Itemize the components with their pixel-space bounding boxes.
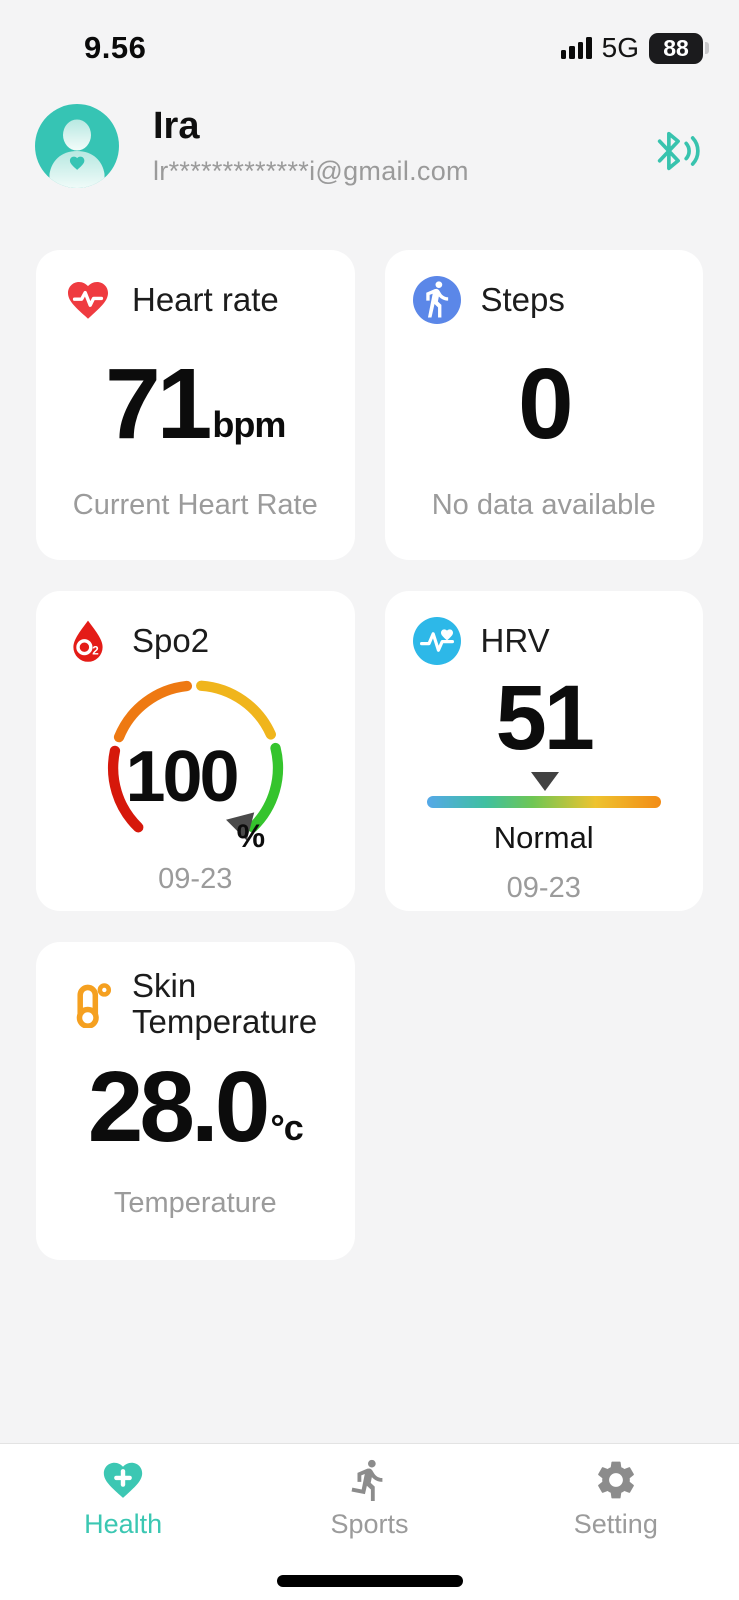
hrv-date: 09-23 — [506, 872, 581, 905]
hrv-value: 51 — [495, 667, 595, 769]
signal-strength-icon — [560, 37, 592, 59]
spo2-icon: 2 — [73, 620, 103, 662]
steps-caption: No data available — [431, 489, 656, 521]
gauge-segment-green — [247, 742, 283, 833]
bluetooth-connected-icon[interactable] — [651, 127, 703, 175]
setting-gear-icon — [597, 1461, 634, 1499]
network-type: 5G — [601, 32, 639, 63]
hrv-icon — [412, 617, 461, 665]
card-title: Skin Temperature — [132, 967, 318, 1041]
tab-setting[interactable]: Setting — [493, 1444, 739, 1600]
steps-value: 0 — [517, 348, 574, 460]
gauge-segment-orange — [113, 680, 192, 743]
spo2-value: 100 — [125, 737, 239, 817]
card-title: HRV — [480, 621, 550, 659]
health-heart-icon — [103, 1462, 143, 1498]
gauge-segment-red — [107, 745, 144, 833]
card-title: Steps — [480, 280, 565, 318]
user-name: Ira — [153, 105, 200, 147]
heart-rate-value: 71 — [105, 348, 212, 460]
steps-card[interactable]: Steps 0 No data available — [384, 250, 703, 560]
hrv-gradient-bar — [426, 796, 661, 809]
sports-runner-icon — [352, 1459, 383, 1502]
status-bar: 9.56 5G 88 — [0, 0, 739, 66]
avatar[interactable] — [35, 104, 119, 188]
temperature-caption: Temperature — [113, 1187, 277, 1219]
heart-rate-card[interactable]: Heart rate 71 bpm Current Heart Rate — [36, 250, 355, 560]
battery-nub — [705, 42, 709, 54]
tab-health[interactable]: Health — [0, 1444, 246, 1600]
clock: 9.56 — [84, 30, 147, 65]
steps-icon — [412, 276, 461, 324]
heart-rate-icon — [68, 282, 108, 319]
card-title: Heart rate — [132, 280, 279, 318]
user-email: lr*************i@gmail.com — [153, 156, 469, 186]
spo2-card[interactable]: 2 Spo2 100 % 09-23 — [36, 591, 355, 911]
gauge-segment-yellow — [195, 680, 276, 740]
tab-sports-label: Sports — [330, 1509, 409, 1539]
bottom-nav: Health Sports Setting — [0, 1443, 739, 1600]
health-cards-grid: Heart rate 71 bpm Current Heart Rate Ste… — [0, 250, 739, 1260]
heart-rate-unit: bpm — [212, 404, 286, 445]
gauge-pointer — [225, 812, 254, 841]
card-title: Spo2 — [132, 621, 210, 659]
home-indicator[interactable] — [276, 1575, 463, 1587]
heart-rate-caption: Current Heart Rate — [72, 489, 318, 521]
skin-temperature-icon — [76, 983, 112, 1029]
temperature-unit: °c — [270, 1106, 303, 1148]
hrv-marker-icon — [530, 772, 559, 792]
profile-header[interactable]: Ira lr*************i@gmail.com — [35, 104, 703, 188]
tab-health-label: Health — [84, 1509, 163, 1539]
battery-indicator: 88 — [649, 32, 709, 64]
spo2-gauge: 100 % — [88, 679, 303, 857]
svg-text:2: 2 — [92, 645, 98, 658]
hrv-scale — [426, 772, 661, 809]
tab-sports[interactable]: Sports — [246, 1444, 492, 1600]
temperature-value: 28.0 — [87, 1050, 271, 1163]
spo2-date: 09-23 — [158, 863, 233, 895]
hrv-card[interactable]: HRV 51 Normal 09-23 — [384, 591, 703, 911]
battery-percent: 88 — [649, 32, 703, 64]
spo2-unit: % — [236, 818, 266, 854]
tab-setting-label: Setting — [573, 1509, 658, 1539]
hrv-status: Normal — [493, 820, 594, 856]
skin-temperature-card[interactable]: Skin Temperature 28.0 °c Temperature — [36, 942, 355, 1260]
